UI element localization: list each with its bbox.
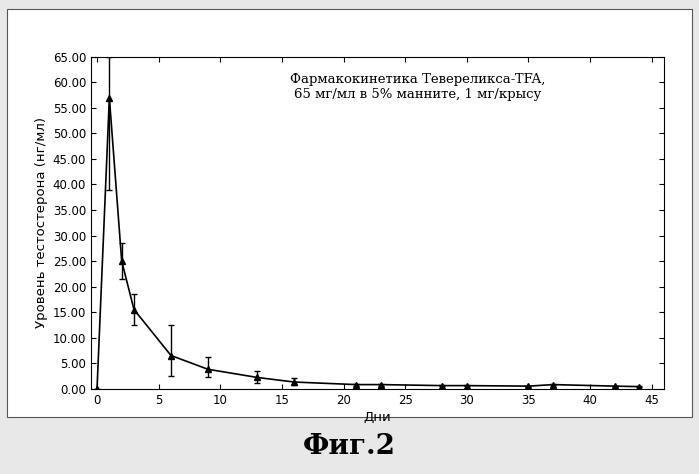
X-axis label: Дни: Дни: [363, 410, 391, 424]
Text: Фиг.2: Фиг.2: [303, 433, 396, 460]
Y-axis label: Уровень тестостерона (нг/мл): Уровень тестостерона (нг/мл): [36, 117, 48, 328]
Text: Фармакокинетика Тевереликса-TFA,
65 мг/мл в 5% манните, 1 мг/крысу: Фармакокинетика Тевереликса-TFA, 65 мг/м…: [290, 73, 545, 101]
